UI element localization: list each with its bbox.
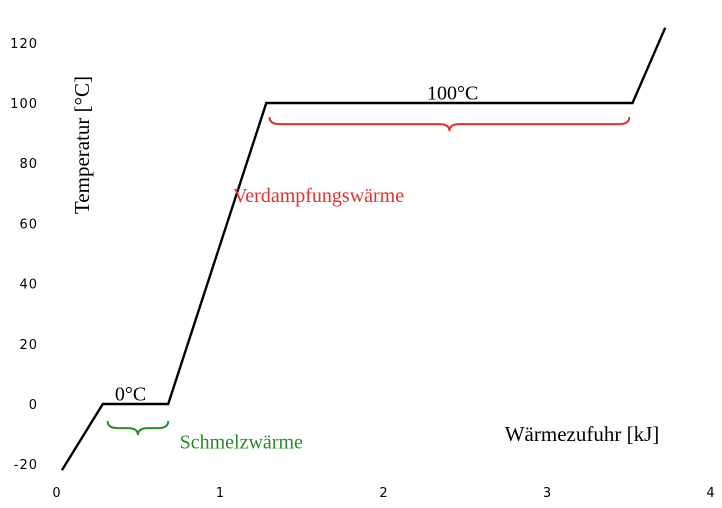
- x-tick-label: 1: [216, 486, 225, 501]
- y-tick-label: 40: [19, 278, 38, 293]
- y-axis-ticks: -20 0 20 40 60 80 100 120: [10, 37, 38, 473]
- series-layer: [60, 27, 667, 471]
- annotation-label: Verdampfungswärme: [233, 185, 404, 207]
- annotation-label: 100°C: [427, 82, 478, 104]
- annotation-label: 0°C: [115, 383, 146, 405]
- brace-layer: [106, 116, 631, 436]
- y-tick-label: 100: [10, 97, 38, 112]
- x-tick-label: 3: [543, 486, 552, 501]
- brace: [106, 420, 170, 436]
- x-axis-ticks: 0 1 2 3 4: [52, 486, 715, 501]
- y-tick-label: -20: [14, 458, 38, 473]
- x-tick-label: 2: [379, 486, 388, 501]
- y-tick-label: 120: [10, 37, 38, 52]
- y-tick-label: 60: [19, 217, 38, 232]
- y-axis-title: Temperatur [°C]: [70, 76, 94, 214]
- temperature-line: [60, 27, 667, 471]
- x-tick-label: 0: [52, 486, 61, 501]
- y-tick-label: 80: [19, 157, 38, 172]
- x-tick-label: 4: [706, 486, 715, 501]
- y-tick-label: 20: [19, 338, 38, 353]
- annotation-label: Schmelzwärme: [180, 432, 303, 454]
- y-tick-label: 0: [29, 398, 38, 413]
- annotation-layer: 0°C 100°C Schmelzwärme Verdampfungswärme: [115, 82, 478, 453]
- brace: [268, 116, 631, 132]
- x-axis-title: Wärmezufuhr [kJ]: [505, 422, 660, 446]
